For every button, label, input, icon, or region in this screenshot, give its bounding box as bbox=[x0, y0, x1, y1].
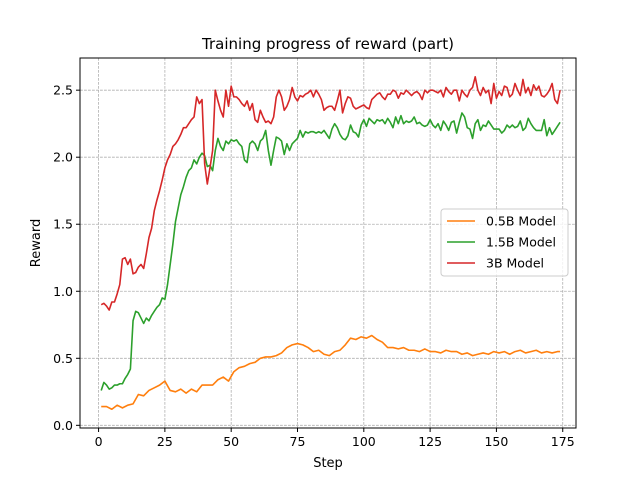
y-axis-label: Reward bbox=[29, 219, 44, 267]
legend-label-0-5b-model: 0.5B Model bbox=[486, 214, 556, 229]
series-line-0-5b-model bbox=[101, 334, 561, 411]
series-lines bbox=[100, 75, 561, 411]
gridlines bbox=[80, 58, 576, 428]
y-tick-label: 1.5 bbox=[53, 217, 73, 232]
legend: 0.5B Model 1.5B Model 3B Model bbox=[440, 208, 569, 277]
x-tick-label: 150 bbox=[484, 434, 508, 449]
chart-title: Training progress of reward (part) bbox=[201, 35, 454, 53]
x-tick-label: 25 bbox=[157, 434, 173, 449]
legend-box bbox=[440, 208, 569, 277]
legend-label-3b-model: 3B Model bbox=[486, 256, 544, 271]
x-tick-label: 50 bbox=[223, 434, 239, 449]
series-line-3b-model bbox=[100, 75, 561, 311]
x-axis-label: Step bbox=[313, 456, 343, 471]
y-tick-label: 0.5 bbox=[53, 351, 73, 366]
x-tick-label: 175 bbox=[551, 434, 575, 449]
legend-label-1-5b-model: 1.5B Model bbox=[486, 235, 556, 250]
axis-ticks: 0 25 50 75 100 125 150 175 0.0 0.5 1.0 1.5 2.0 2.5 bbox=[53, 83, 575, 449]
y-tick-label: 2.0 bbox=[53, 150, 73, 165]
y-tick-label: 0.0 bbox=[53, 418, 73, 433]
x-tick-label: 100 bbox=[352, 434, 376, 449]
x-tick-label: 0 bbox=[95, 434, 103, 449]
x-tick-label: 75 bbox=[290, 434, 306, 449]
x-tick-label: 125 bbox=[418, 434, 442, 449]
y-tick-label: 1.0 bbox=[53, 284, 73, 299]
plot-frame bbox=[79, 57, 577, 429]
series-line-1-5b-model bbox=[100, 112, 561, 391]
y-tick-label: 2.5 bbox=[53, 83, 73, 98]
